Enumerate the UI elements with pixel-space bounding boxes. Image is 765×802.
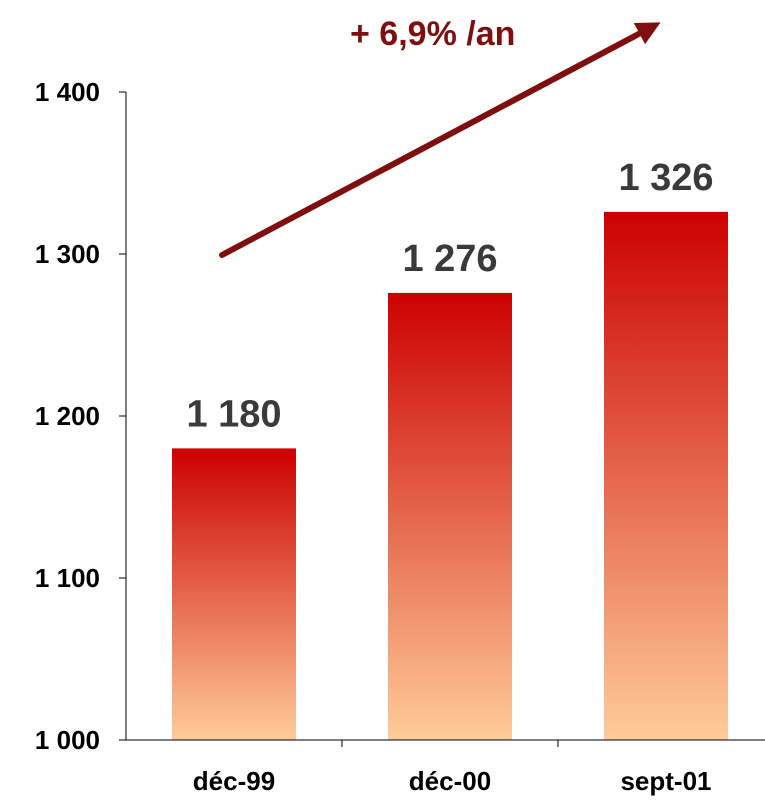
axes-group	[119, 91, 765, 747]
labels-group: 1 180 déc-99 1 276 déc-00 1 326 sept-01 1 000 1…	[35, 77, 714, 796]
y-tick-label-1200: 1 200	[35, 401, 100, 431]
y-tick-label-1100: 1 100	[35, 563, 100, 593]
category-label-déc-00: déc-00	[409, 766, 491, 796]
bar-sept-01	[604, 211, 728, 740]
value-label-sept-01: 1 326	[618, 157, 713, 199]
y-tick-label-1400: 1 400	[35, 77, 100, 107]
bar-déc-00	[388, 292, 512, 740]
value-label-déc-99: 1 180	[186, 393, 281, 435]
bars-group	[172, 211, 728, 740]
category-label-déc-99: déc-99	[193, 766, 275, 796]
bar-déc-99	[172, 448, 296, 740]
y-tick-label-1000: 1 000	[35, 725, 100, 755]
trend-annotation: + 6,9% /an	[350, 15, 515, 53]
trend-group: + 6,9% /an	[219, 15, 661, 258]
y-tick-label-1300: 1 300	[35, 239, 100, 269]
trend-arrow	[219, 22, 661, 258]
value-label-déc-00: 1 276	[402, 238, 497, 280]
category-label-sept-01: sept-01	[620, 766, 711, 796]
